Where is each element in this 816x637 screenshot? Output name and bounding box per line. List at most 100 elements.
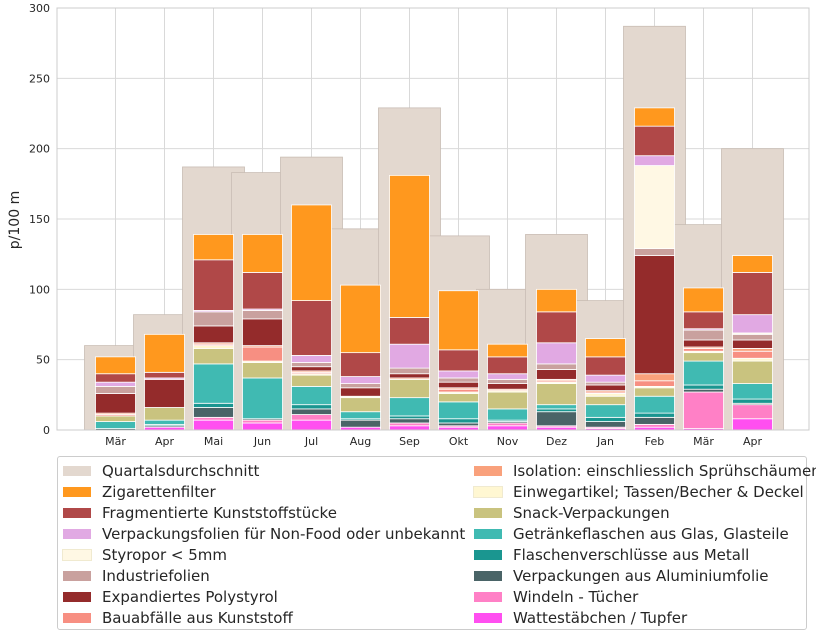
bar-segment — [732, 404, 773, 420]
bar-segment — [683, 287, 724, 313]
legend-swatch — [474, 528, 502, 539]
bar-segment — [291, 204, 332, 301]
y-axis-label: p/100 m — [7, 191, 23, 249]
legend-swatch — [474, 570, 502, 581]
legend-swatch — [474, 591, 502, 602]
bar-segment — [438, 290, 479, 351]
bar-segment — [536, 383, 577, 406]
bar-segment — [634, 125, 675, 157]
bar-segment — [585, 381, 626, 386]
bar-segment — [536, 369, 577, 380]
bar-segment — [340, 376, 381, 384]
legend-label: Verpackungsfolien für Non-Food oder unbe… — [102, 524, 466, 543]
bar-segment — [683, 339, 724, 348]
x-tick-label: Dez — [546, 435, 567, 448]
bar-segment — [242, 419, 283, 424]
bar-segment — [585, 338, 626, 358]
bar-segment — [683, 384, 724, 390]
x-tick-label: Apr — [743, 435, 763, 448]
bar-segment — [95, 381, 136, 387]
x-tick-label: Aug — [350, 435, 371, 448]
bar-segment — [242, 318, 283, 346]
legend-column-1: Quartalsdurchschnitt Zigarettenfilter Frag… — [62, 460, 466, 628]
x-tick-label: Jul — [304, 435, 318, 448]
legend-label: Quartalsdurchschnitt — [102, 461, 260, 480]
bar-segment — [340, 352, 381, 377]
x-tick-label: Okt — [449, 435, 469, 448]
y-tick-label: 0 — [43, 424, 50, 437]
bar-segment — [95, 373, 136, 383]
bar-segment — [242, 310, 283, 320]
bar-segment — [144, 407, 185, 421]
plot-frame — [56, 7, 810, 431]
bar-segment — [95, 415, 136, 422]
bar-segment — [536, 411, 577, 427]
bar-segment — [732, 314, 773, 334]
quarterly-average-bars — [84, 25, 784, 431]
x-tick-label: Mär — [105, 435, 126, 448]
bar-segment — [634, 155, 675, 166]
bar-segment — [438, 370, 479, 379]
bar-segment — [683, 352, 724, 362]
bar-segment — [291, 300, 332, 356]
bar-segment — [389, 415, 430, 420]
bar-segment — [536, 311, 577, 344]
bar-segment — [144, 371, 185, 379]
bar-segment — [291, 419, 332, 431]
bar-segment — [242, 272, 283, 310]
bar-segment — [193, 402, 234, 408]
y-tick-label: 300 — [29, 2, 50, 15]
bar-segment — [291, 355, 332, 363]
bar-segment — [193, 348, 234, 365]
legend-item: Flaschenverschlüsse aus Metall — [474, 544, 816, 565]
bar-segment — [340, 411, 381, 420]
legend-label: Fragmentierte Kunststoffstücke — [102, 503, 337, 522]
legend-label: Zigarettenfilter — [102, 482, 216, 501]
legend-label: Snack-Verpackungen — [513, 503, 670, 522]
legend-column-2: Isolation: einschliesslich Sprühschäumen… — [473, 460, 816, 628]
legend-item: Fragmentierte Kunststoffstücke — [63, 502, 465, 523]
bar-segment — [487, 425, 528, 431]
bar-segment — [291, 385, 332, 406]
bar-segment — [732, 418, 773, 431]
bar-segment — [487, 343, 528, 358]
bar-segment — [634, 416, 675, 425]
bar-segment — [389, 343, 430, 369]
bar-segment — [95, 356, 136, 375]
bar-segment — [683, 360, 724, 386]
legend-swatch — [63, 591, 91, 602]
legend-item: Industriefolien — [63, 565, 465, 586]
x-axis-ticks: Mär Apr Mai Jun Jul Aug Sep Okt Nov Dez Jan Feb Mär A… — [105, 435, 762, 448]
legend-swatch — [63, 528, 91, 539]
legend-label: Windeln - Tücher — [513, 587, 639, 606]
bar-segment — [291, 404, 332, 410]
bar-segment — [487, 373, 528, 380]
bar-segment — [634, 395, 675, 414]
y-tick-label: 50 — [36, 354, 50, 367]
bar-segment — [144, 419, 185, 425]
bar-segment — [438, 377, 479, 383]
x-tick-label: Mär — [693, 435, 714, 448]
legend-label: Expandiertes Polystyrol — [102, 587, 278, 606]
bar-segment — [389, 378, 430, 399]
bar-segment — [438, 349, 479, 372]
bar-segment — [438, 418, 479, 424]
legend-swatch — [63, 486, 91, 497]
bar-segment — [487, 356, 528, 375]
bar-segment — [193, 325, 234, 344]
bar-segment — [144, 333, 185, 373]
bar-segment — [193, 234, 234, 261]
bar-segment — [536, 363, 577, 370]
bar-segment — [683, 391, 724, 429]
bar-segment — [389, 422, 430, 427]
bar-segment — [487, 378, 528, 384]
bar-segment — [732, 339, 773, 349]
bar-segment — [389, 397, 430, 417]
legend-item: Quartalsdurchschnitt — [63, 460, 465, 481]
bar-segment — [193, 259, 234, 311]
bar-segment — [193, 416, 234, 421]
y-tick-label: 200 — [29, 143, 50, 156]
legend-label: Isolation: einschliesslich Sprühschäumen — [513, 461, 816, 480]
bar-segment — [291, 374, 332, 387]
legend-item: Isolation: einschliesslich Sprühschäumen — [474, 460, 816, 481]
